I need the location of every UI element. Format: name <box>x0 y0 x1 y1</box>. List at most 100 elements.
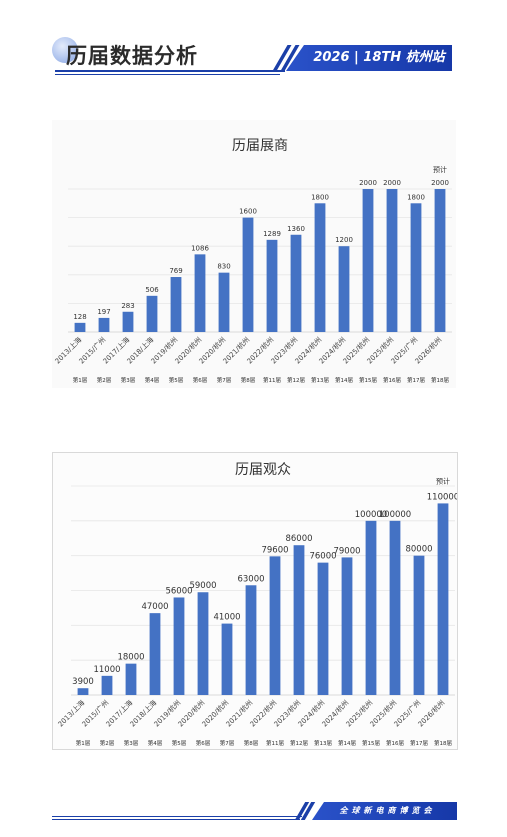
edition-label: 第15届 <box>359 376 377 384</box>
bar <box>101 675 113 695</box>
data-label: 86000 <box>285 534 312 544</box>
data-label: 76000 <box>309 552 336 562</box>
footer-divider-thin <box>52 819 300 820</box>
data-label: 1360 <box>287 225 305 233</box>
data-label: 830 <box>217 263 230 271</box>
data-label: 506 <box>145 286 159 294</box>
data-label: 56000 <box>165 586 192 596</box>
bar <box>386 189 398 332</box>
bar <box>245 585 257 695</box>
bar <box>242 217 254 332</box>
bar <box>170 277 182 332</box>
bar <box>122 311 134 332</box>
edition-label: 第5届 <box>169 376 184 384</box>
bar <box>269 556 281 695</box>
footer-divider <box>52 816 302 817</box>
bar <box>413 555 425 695</box>
page-header: 历届数据分析 2026 | 18TH 杭州站 <box>0 0 507 80</box>
edition-label: 第18届 <box>431 376 449 384</box>
exhibitors-chart: 历届展商1282013/上海第1届1972015/广州第2届2832017/上海… <box>53 138 452 384</box>
edition-label: 第6届 <box>193 376 208 384</box>
edition-label: 第15届 <box>362 739 380 747</box>
data-label: 3900 <box>72 677 94 687</box>
data-label: 79000 <box>333 546 360 556</box>
data-label: 1800 <box>407 193 425 201</box>
data-label: 1800 <box>311 193 329 201</box>
data-label: 79600 <box>261 545 288 555</box>
data-label: 110000 <box>427 492 457 502</box>
bar <box>389 520 401 695</box>
edition-label: 第11届 <box>266 739 284 747</box>
header-divider-thin <box>55 74 280 75</box>
bar <box>125 663 137 695</box>
edition-label: 第13届 <box>314 739 332 747</box>
bar <box>362 189 374 332</box>
bar <box>197 592 209 695</box>
edition-label: 第6届 <box>196 739 211 747</box>
page-title: 历届数据分析 <box>66 44 198 68</box>
bar <box>437 503 449 695</box>
edition-label: 第14届 <box>335 376 353 384</box>
edition-label: 第4届 <box>148 739 163 747</box>
header-divider <box>55 70 285 72</box>
edition-label: 第16届 <box>386 739 404 747</box>
data-label: 41000 <box>213 613 240 623</box>
bar <box>149 613 161 695</box>
data-label: 100000 <box>355 510 387 520</box>
edition-label: 第1届 <box>73 376 88 384</box>
decorative-circle-icon <box>52 37 78 63</box>
visitors-chart-panel: 历届观众 3900 2013/上海 第1届 11000 2015/广州 第2届 18000 20… <box>52 452 458 750</box>
edition-label: 第5届 <box>172 739 187 747</box>
header-badge-band <box>286 45 452 71</box>
chart-title: 历届观众 <box>235 462 291 478</box>
header-badge: 2026 | 18TH 杭州站 <box>313 50 445 65</box>
edition-label: 第16届 <box>383 376 401 384</box>
bar <box>221 623 233 695</box>
chart-title: 历届展商 <box>232 138 288 154</box>
data-label: 2000 <box>383 179 401 187</box>
data-label: 100000 <box>379 510 411 520</box>
edition-label: 第4届 <box>145 376 160 384</box>
bar <box>341 557 353 695</box>
data-label: 11000 <box>93 665 120 675</box>
edition-label: 第1届 <box>76 739 91 747</box>
data-label: 47000 <box>141 602 168 612</box>
edition-label: 第7届 <box>217 376 232 384</box>
visitors-chart: 历届观众39002013/上海第1届110002015/广州第2届1800020… <box>56 462 457 747</box>
data-label: 197 <box>97 308 110 316</box>
bar <box>338 246 350 332</box>
footer-badge: 全球新电商博览会 <box>339 806 436 815</box>
edition-label: 第14届 <box>338 739 356 747</box>
data-label: 2000 <box>359 179 377 187</box>
data-label: 1289 <box>263 230 281 238</box>
edition-label: 第3届 <box>124 739 139 747</box>
edition-label: 第12届 <box>287 376 305 384</box>
data-label: 128 <box>73 313 86 321</box>
data-label: 2000 <box>431 179 449 187</box>
data-label: 1086 <box>191 244 209 252</box>
footer-badge-band <box>312 802 457 820</box>
data-label: 1600 <box>239 208 257 216</box>
bar <box>317 562 329 695</box>
bar <box>290 234 302 332</box>
edition-label: 第12届 <box>290 739 308 747</box>
bar <box>98 317 110 332</box>
data-label: 80000 <box>405 545 432 555</box>
bar <box>146 295 158 332</box>
data-label: 63000 <box>237 574 264 584</box>
bar <box>314 203 326 332</box>
bar <box>194 254 206 332</box>
bar <box>173 597 185 695</box>
edition-label: 第2届 <box>100 739 115 747</box>
forecast-annotation: 预计 <box>436 476 450 485</box>
edition-label: 第17届 <box>410 739 428 747</box>
bar <box>266 239 278 332</box>
bar <box>218 272 230 332</box>
bar <box>293 545 305 695</box>
edition-label: 第8届 <box>244 739 259 747</box>
bar <box>365 520 377 695</box>
edition-label: 第17届 <box>407 376 425 384</box>
forecast-annotation: 预计 <box>433 165 447 174</box>
edition-label: 第2届 <box>97 376 112 384</box>
edition-label: 第18届 <box>434 739 452 747</box>
